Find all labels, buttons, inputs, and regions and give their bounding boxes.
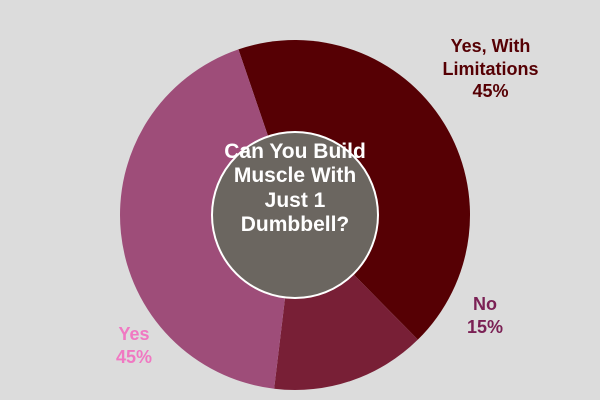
- label-yes-name: Yes: [118, 324, 150, 344]
- label-no: No 15%: [455, 293, 515, 338]
- title-line-4: Dumbbell?: [240, 213, 350, 237]
- label-yes: Yes 45%: [104, 323, 164, 368]
- chart-title: Can You Build Muscle With Just 1 Dumbbel…: [205, 140, 385, 237]
- label-yes-with-limitations-value: 45%: [472, 81, 509, 101]
- label-no-value: 15%: [466, 316, 504, 337]
- label-yes-value: 45%: [115, 346, 153, 367]
- title-line-3: Just 1: [264, 188, 326, 212]
- label-no-name: No: [473, 294, 497, 314]
- slice-yes: [120, 49, 295, 389]
- title-line-1: Can You Build: [224, 140, 366, 163]
- title-line-2: Muscle With: [233, 164, 357, 188]
- label-yes-with-limitations-line-1: Yes, With: [450, 36, 531, 56]
- label-yes-with-limitations: Yes, With Limitations 45%: [418, 35, 563, 103]
- center-circle: [211, 131, 379, 299]
- label-yes-with-limitations-line-2: Limitations: [442, 58, 539, 79]
